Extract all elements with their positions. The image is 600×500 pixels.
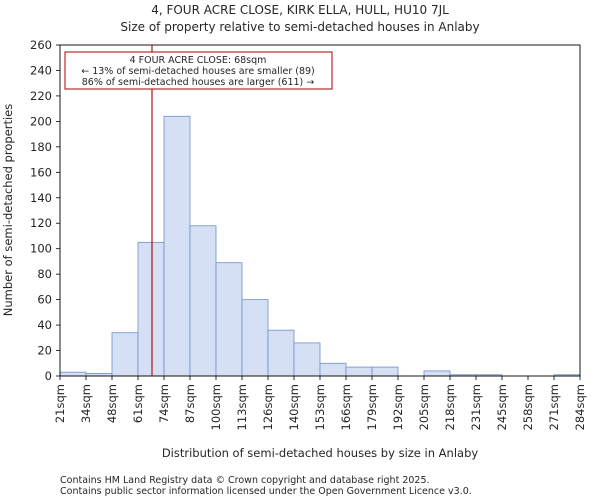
- x-tick-label: 245sqm: [495, 384, 509, 430]
- x-tick-label: 74sqm: [157, 384, 171, 423]
- histogram-bar: [319, 362, 347, 377]
- x-tick-label: 140sqm: [287, 384, 301, 430]
- x-tick-label: 21sqm: [53, 384, 67, 423]
- x-tick-label: 48sqm: [105, 384, 119, 423]
- y-tick-label: 60: [37, 293, 52, 307]
- footer-line-1: Contains HM Land Registry data © Crown c…: [60, 475, 430, 486]
- histogram-bar: [241, 299, 269, 377]
- y-axis-label: Number of semi-detached properties: [1, 104, 15, 316]
- y-tick-label: 180: [30, 140, 52, 154]
- histogram-bar: [293, 342, 321, 377]
- y-tick-label: 40: [37, 318, 52, 332]
- x-tick-label: 218sqm: [443, 384, 457, 430]
- y-tick-label: 200: [30, 114, 52, 128]
- histogram-bar: [111, 332, 139, 377]
- y-tick-label: 220: [30, 89, 52, 103]
- y-tick-label: 100: [30, 242, 52, 256]
- y-tick-label: 80: [37, 267, 52, 281]
- x-tick-label: 113sqm: [235, 384, 249, 430]
- x-axis-label: Distribution of semi-detached houses by …: [162, 446, 479, 460]
- y-tick-label: 240: [30, 63, 52, 77]
- histogram-bar: [267, 329, 295, 377]
- annotation-line-1: 4 FOUR ACRE CLOSE: 68sqm: [130, 55, 267, 66]
- plot-frame: [59, 44, 581, 377]
- y-tick-label: 140: [30, 191, 52, 205]
- histogram-bar: [371, 366, 399, 377]
- annotation-box: 4 FOUR ACRE CLOSE: 68sqm ← 13% of semi-d…: [64, 51, 333, 90]
- x-tick-label: 284sqm: [573, 384, 587, 430]
- x-tick-label: 258sqm: [521, 384, 535, 430]
- x-tick-label: 166sqm: [339, 384, 353, 430]
- footer-line-2: Contains public sector information licen…: [60, 486, 472, 497]
- x-tick-label: 271sqm: [547, 384, 561, 430]
- x-tick-label: 87sqm: [183, 384, 197, 423]
- x-tick-label: 126sqm: [261, 384, 275, 430]
- x-tick-label: 179sqm: [365, 384, 379, 430]
- histogram-bar: [59, 371, 87, 377]
- y-tick-label: 0: [45, 369, 52, 383]
- x-tick-label: 34sqm: [79, 384, 93, 423]
- histogram-bar: [215, 262, 243, 377]
- x-tick-label: 231sqm: [469, 384, 483, 430]
- x-tick-label: 153sqm: [313, 384, 327, 430]
- x-tick-label: 61sqm: [131, 384, 145, 423]
- histogram-bar: [163, 115, 191, 377]
- x-tick-label: 100sqm: [209, 384, 223, 430]
- histogram-bar: [345, 366, 373, 377]
- histogram-bar: [423, 370, 451, 377]
- chart-title: 4, FOUR ACRE CLOSE, KIRK ELLA, HULL, HU1…: [151, 3, 449, 17]
- y-tick-label: 260: [30, 38, 52, 52]
- x-tick-label: 205sqm: [417, 384, 431, 430]
- y-tick-label: 120: [30, 216, 52, 230]
- annotation-line-2: ← 13% of semi-detached houses are smalle…: [81, 66, 315, 77]
- annotation-line-3: 86% of semi-detached houses are larger (…: [82, 77, 315, 88]
- histogram-bar: [189, 225, 217, 377]
- y-tick-label: 20: [37, 344, 52, 358]
- y-tick-label: 160: [30, 165, 52, 179]
- x-tick-label: 192sqm: [391, 384, 405, 430]
- histogram-bar: [137, 241, 165, 377]
- chart-subtitle: Size of property relative to semi-detach…: [120, 20, 479, 34]
